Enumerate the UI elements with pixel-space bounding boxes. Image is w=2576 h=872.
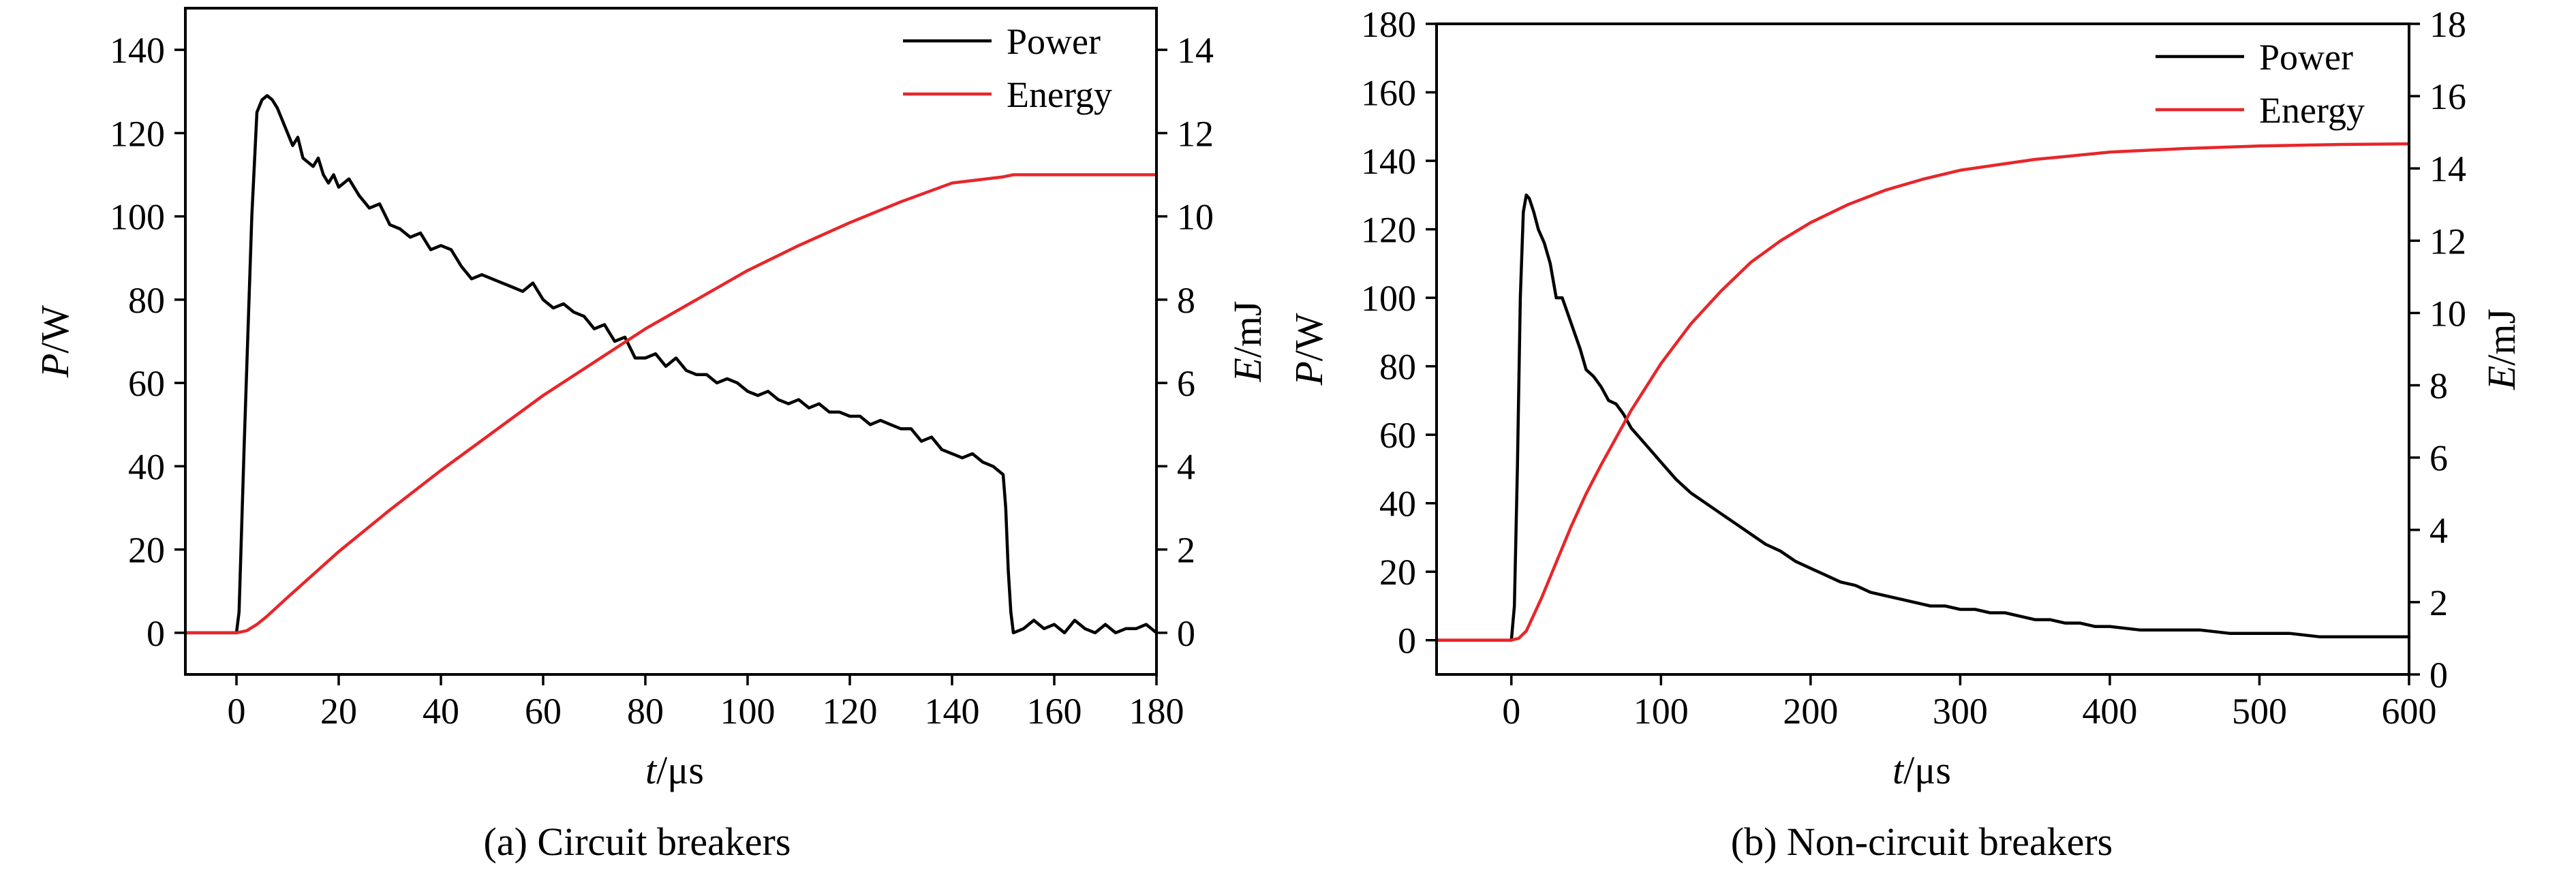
plot-frame (184, 7, 1158, 676)
y-right-tick-label: 12 (2429, 221, 2466, 262)
y-right-tick-label: 2 (2429, 582, 2448, 623)
x-tick-label: 500 (2232, 691, 2287, 732)
series-line-energy (1435, 142, 2411, 642)
y-left-tick-label: 100 (110, 197, 165, 238)
y-right-tick-label: 14 (2429, 149, 2466, 189)
y-left-tick-label: 180 (1361, 4, 1416, 45)
y-left-tick-label: 160 (1361, 73, 1416, 114)
legend-label-power: Power (1007, 21, 1101, 62)
x-tick-label: 0 (1502, 691, 1520, 732)
y-left-axis-title: P/W (33, 305, 77, 379)
y-left-tick-label: 80 (1379, 347, 1416, 388)
y-left-axis-title: P/W (1287, 313, 1331, 386)
x-axis-title: t/μs (1892, 748, 1951, 792)
series-line-energy (183, 173, 1159, 635)
y-left-tick-label: 0 (147, 613, 165, 654)
y-right-tick-label: 18 (2429, 4, 2466, 45)
x-tick-label: 400 (2082, 691, 2137, 732)
x-tick-label: 160 (1027, 691, 1082, 732)
chart-panel-a: 0 20 40 60 80 100 120 140 160 1800204060801001201… (33, 7, 1270, 864)
y-left-tick-label: 40 (1379, 484, 1416, 525)
y-right-tick-label: 0 (1177, 613, 1195, 654)
series-group (183, 94, 1159, 635)
x-tick-label: 40 (423, 691, 459, 732)
legend-label-energy: Energy (1007, 74, 1112, 115)
legend-label-power: Power (2259, 37, 2353, 78)
y-left-tick-label: 140 (110, 30, 165, 71)
x-tick-label: 140 (925, 691, 980, 732)
chart-caption: (b) Non-circuit breakers (1731, 820, 2113, 864)
x-tick-label: 0 (228, 691, 246, 732)
x-tick-label: 180 (1129, 691, 1184, 732)
y-left-tick-label: 20 (128, 530, 165, 571)
y-left-tick-label: 60 (128, 363, 165, 404)
y-right-tick-label: 14 (1177, 30, 1214, 71)
y-right-tick-label: 10 (1177, 197, 1214, 238)
chart-caption: (a) Circuit breakers (484, 820, 791, 864)
x-tick-label: 100 (1634, 691, 1689, 732)
y-left-tick-label: 120 (1361, 210, 1416, 251)
y-left-tick-label: 80 (128, 280, 165, 321)
legend: Power Energy (903, 21, 1112, 115)
y-right-axis-title: E/mJ (1225, 300, 1270, 382)
y-left-tick-label: 0 (1398, 621, 1416, 661)
y-right-tick-label: 10 (2429, 293, 2466, 334)
y-right-tick-label: 2 (1177, 530, 1195, 571)
x-tick-label: 120 (823, 691, 878, 732)
x-tick-label: 300 (1933, 691, 1988, 732)
x-tick-label: 80 (627, 691, 664, 732)
y-right-tick-label: 6 (1177, 363, 1195, 404)
chart-panel-b: 0 100 200 300 400 500 600020406080100120140160… (1287, 4, 2524, 864)
y-right-tick-label: 16 (2429, 76, 2466, 117)
legend: Power Energy (2156, 37, 2365, 131)
x-axis-title: t/μs (645, 748, 704, 792)
x-tick-label: 600 (2382, 691, 2437, 732)
y-right-tick-label: 12 (1177, 113, 1214, 154)
y-left-tick-label: 40 (128, 446, 165, 487)
y-left-tick-label: 140 (1361, 141, 1416, 182)
y-right-tick-label: 8 (1177, 280, 1195, 321)
x-tick-label: 200 (1783, 691, 1838, 732)
y-right-tick-label: 4 (2429, 510, 2448, 551)
x-tick-label: 60 (525, 691, 562, 732)
y-right-tick-label: 6 (2429, 438, 2448, 479)
legend-label-energy: Energy (2259, 90, 2365, 131)
series-line-power (1435, 193, 2411, 642)
x-tick-label: 20 (320, 691, 357, 732)
series-group (1435, 142, 2411, 642)
plot-frame (1435, 22, 2410, 676)
y-right-tick-label: 8 (2429, 366, 2448, 407)
y-right-axis-title: E/mJ (2479, 309, 2524, 390)
y-right-tick-label: 0 (2429, 655, 2448, 696)
y-left-tick-label: 100 (1361, 278, 1416, 319)
y-left-tick-label: 20 (1379, 552, 1416, 593)
y-right-tick-label: 4 (1177, 446, 1195, 487)
x-tick-label: 100 (720, 691, 776, 732)
series-line-power (183, 94, 1159, 635)
y-left-tick-label: 120 (110, 113, 165, 154)
y-left-tick-label: 60 (1379, 415, 1416, 456)
